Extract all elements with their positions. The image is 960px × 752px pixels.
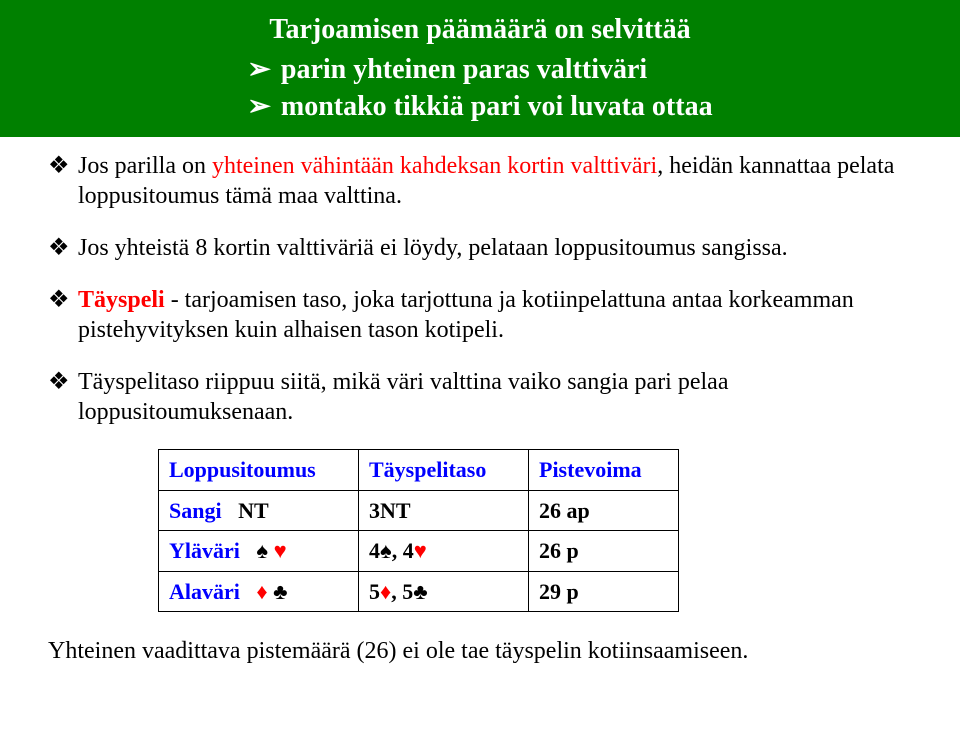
game-part: 5 <box>369 579 380 604</box>
header-banner: Tarjoamisen päämäärä on selvittää ➢ parin… <box>0 0 960 137</box>
term-tayspeli: Täyspeli <box>78 287 165 313</box>
th-contract: Loppusitoumus <box>159 450 359 491</box>
cell-contract: Sangi NT <box>159 490 359 531</box>
table-row: Alaväri ♦ ♣ 5♦, 5♣29 p <box>159 571 679 612</box>
para-3: ❖ Täyspeli - tarjoamisen taso, joka tarj… <box>48 285 912 345</box>
diamond-bullet-icon: ❖ <box>48 285 78 345</box>
header-title: Tarjoamisen päämäärä on selvittää <box>40 12 920 48</box>
cell-game: 3NT <box>359 490 529 531</box>
para-1: ❖ Jos parilla on yhteinen vähintään kahd… <box>48 151 912 211</box>
suit-icon: NT <box>238 498 269 523</box>
para-3-text: Täyspeli - tarjoamisen taso, joka tarjot… <box>78 285 912 345</box>
para-2: ❖ Jos yhteistä 8 kortin valttiväriä ei l… <box>48 233 912 263</box>
row-label: Yläväri <box>169 538 240 563</box>
cell-game: 4♠, 4♥ <box>359 531 529 572</box>
header-bullet: ➢ montako tikkiä pari voi luvata ottaa <box>247 89 712 125</box>
table-header-row: Loppusitoumus Täyspelitaso Pistevoima <box>159 450 679 491</box>
table-row: Sangi NT 3NT 26 ap <box>159 490 679 531</box>
th-points: Pistevoima <box>529 450 679 491</box>
table-row: Yläväri ♠ ♥ 4♠, 4♥26 p <box>159 531 679 572</box>
arrow-icon: ➢ <box>247 52 270 88</box>
header-bullet-text: parin yhteinen paras valttiväri <box>281 52 647 88</box>
cell-contract: Yläväri ♠ ♥ <box>159 531 359 572</box>
game-level-table: Loppusitoumus Täyspelitaso Pistevoima Sa… <box>158 449 679 612</box>
th-game: Täyspelitaso <box>359 450 529 491</box>
row-label: Alaväri <box>169 579 240 604</box>
header-bullet: ➢ parin yhteinen paras valttiväri <box>247 52 712 88</box>
content-area: ❖ Jos parilla on yhteinen vähintään kahd… <box>0 137 960 612</box>
suit-icon: ♠ <box>256 538 273 563</box>
game-part: ♣ <box>413 579 427 604</box>
game-part: ♠ <box>380 538 392 563</box>
row-label: Sangi <box>169 498 222 523</box>
game-part: , 4 <box>392 538 414 563</box>
cell-contract: Alaväri ♦ ♣ <box>159 571 359 612</box>
highlight-phrase: yhteinen vähintään kahdeksan kortin valt… <box>212 153 657 179</box>
game-part: ♥ <box>414 538 427 563</box>
cell-points: 26 p <box>529 531 679 572</box>
game-part: ♦ <box>380 579 391 604</box>
game-part: 3NT <box>369 498 411 523</box>
cell-game: 5♦, 5♣ <box>359 571 529 612</box>
para-4-text: Täyspelitaso riippuu siitä, mikä väri va… <box>78 367 912 427</box>
header-bullet-text: montako tikkiä pari voi luvata ottaa <box>281 89 713 125</box>
suit-icon: ♦ <box>256 579 273 604</box>
header-bullet-list: ➢ parin yhteinen paras valttiväri ➢ montako… <box>247 52 712 125</box>
para-2-text: Jos yhteistä 8 kortin valttiväriä ei löy… <box>78 233 912 263</box>
game-level-table-wrap: Loppusitoumus Täyspelitaso Pistevoima Sa… <box>158 449 912 612</box>
diamond-bullet-icon: ❖ <box>48 233 78 263</box>
diamond-bullet-icon: ❖ <box>48 367 78 427</box>
cell-points: 26 ap <box>529 490 679 531</box>
suit-icon: ♣ <box>273 579 287 604</box>
arrow-icon: ➢ <box>247 89 270 125</box>
diamond-bullet-icon: ❖ <box>48 151 78 211</box>
footer-note: Yhteinen vaadittava pistemäärä (26) ei o… <box>0 638 960 665</box>
cell-points: 29 p <box>529 571 679 612</box>
game-part: 4 <box>369 538 380 563</box>
para-1-text: Jos parilla on yhteinen vähintään kahdek… <box>78 151 912 211</box>
suit-icon: ♥ <box>274 538 287 563</box>
game-part: , 5 <box>391 579 413 604</box>
para-4: ❖ Täyspelitaso riippuu siitä, mikä väri … <box>48 367 912 427</box>
